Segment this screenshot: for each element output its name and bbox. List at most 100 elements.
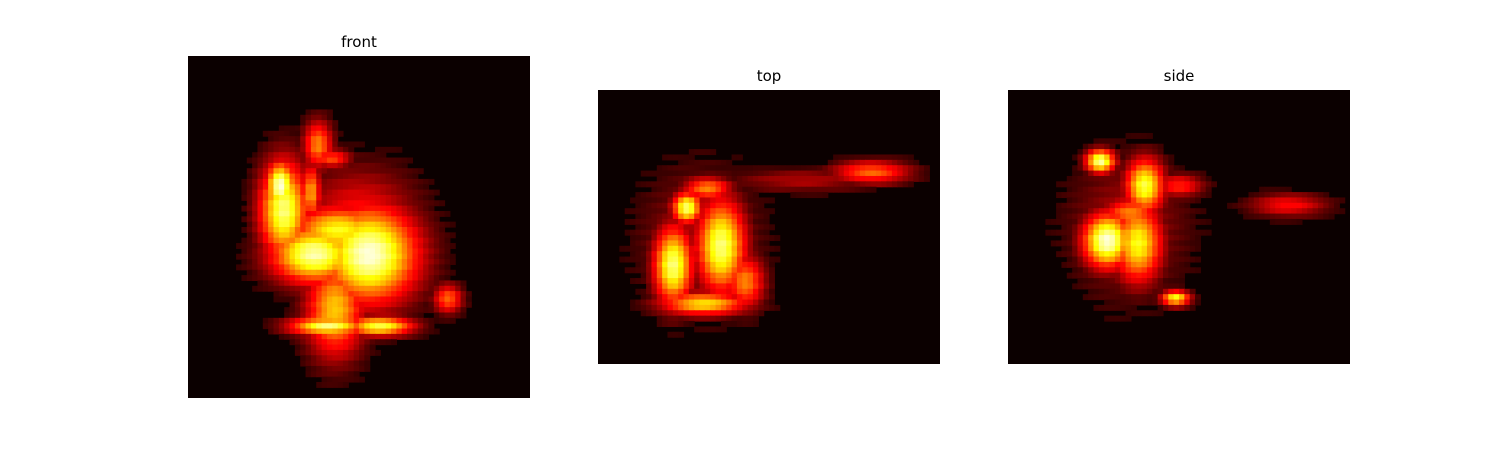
heatmap-cell [731, 283, 738, 290]
heatmap-cell [321, 355, 328, 362]
heatmap-cell [380, 232, 387, 239]
heatmap-cell [635, 304, 642, 311]
heatmap-cell [407, 264, 414, 271]
heatmap-cell [870, 186, 877, 193]
heatmap-cell [337, 269, 344, 276]
heatmap-cell [273, 173, 280, 180]
heatmap-cell [300, 307, 307, 314]
heatmap-cell [886, 181, 893, 188]
heatmap-cell [417, 221, 424, 228]
heatmap-cell [337, 194, 344, 201]
heatmap-cell [1157, 267, 1164, 274]
heatmap-cell [651, 218, 658, 225]
heatmap-cell [672, 213, 679, 220]
heatmap-cell [332, 355, 339, 362]
heatmap-cell [1082, 261, 1089, 268]
heatmap-cell [907, 154, 914, 161]
heatmap-cell [704, 170, 711, 177]
heatmap-cell [423, 253, 430, 260]
heatmap-cell [1162, 256, 1169, 263]
heatmap-cell [1157, 165, 1164, 172]
heatmap-cell [1056, 240, 1063, 247]
heatmap-cell [752, 175, 759, 182]
heatmap-cell [316, 307, 323, 314]
heatmap-cell [1136, 154, 1143, 161]
heatmap-cell [758, 213, 765, 220]
heatmap-cell [742, 267, 749, 274]
heatmap-cell [758, 299, 765, 306]
heatmap-cell [273, 296, 280, 303]
heatmap-cell [348, 365, 355, 372]
heatmap-cell [688, 202, 695, 209]
heatmap-cell [348, 285, 355, 292]
heatmap-cell [262, 280, 269, 287]
heatmap-cell [1098, 149, 1105, 156]
heatmap-cell [369, 205, 376, 212]
heatmap-cell [359, 216, 365, 223]
heatmap-cell [1066, 240, 1073, 247]
heatmap-cell [268, 200, 275, 207]
heatmap-cell [391, 194, 397, 201]
heatmap-cell [305, 285, 312, 292]
heatmap-cell [672, 229, 679, 236]
heatmap-cell [246, 210, 253, 217]
heatmap-cell [391, 173, 397, 180]
heatmap-cell [1157, 186, 1164, 193]
heatmap-cell [1253, 213, 1260, 220]
heatmap-cell [391, 285, 397, 292]
heatmap-cell [758, 170, 765, 177]
heatmap-cell [1168, 272, 1175, 279]
heatmap-cell [326, 189, 333, 196]
heatmap-cell [332, 296, 339, 303]
heatmap-cell [289, 205, 296, 212]
heatmap-cell [1093, 138, 1100, 145]
heatmap-cell [720, 240, 727, 247]
heatmap-cell [1093, 283, 1100, 290]
heatmap-cell [337, 317, 344, 324]
heatmap-cell [326, 275, 333, 282]
heatmap-cell [630, 218, 636, 225]
heatmap-cell [396, 227, 403, 233]
heatmap-cell [396, 259, 403, 265]
heatmap-cell [672, 240, 679, 247]
heatmap-cell [278, 317, 285, 324]
heatmap-cell [353, 317, 360, 324]
heatmap-cell [1237, 208, 1244, 215]
heatmap-cell [465, 291, 472, 298]
heatmap-cell [252, 162, 259, 169]
heatmap-cell [289, 248, 296, 255]
heatmap-cell [348, 227, 355, 233]
heatmap-cell [1136, 251, 1143, 258]
heatmap-cell [731, 154, 738, 161]
heatmap-cell [332, 280, 339, 287]
heatmap-cell [758, 181, 765, 188]
heatmap-cell [1077, 202, 1084, 209]
heatmap-cell [401, 269, 408, 276]
heatmap-cell [1109, 261, 1116, 268]
heatmap-cell [380, 178, 387, 185]
heatmap-cell [1157, 304, 1164, 311]
heatmap-cell [332, 301, 339, 308]
heatmap-cell [353, 157, 360, 164]
heatmap-cell [811, 170, 818, 177]
heatmap-cell [326, 114, 333, 121]
heatmap-cell [704, 272, 711, 279]
heatmap-cell [1189, 181, 1196, 188]
heatmap-cell [790, 186, 797, 193]
heatmap-cell [1104, 256, 1111, 263]
heatmap-cell [289, 301, 296, 308]
heatmap-cell [1109, 186, 1116, 193]
heatmap-cell [1072, 154, 1079, 161]
heatmap-cell [310, 130, 317, 137]
heatmap-cell [252, 275, 259, 282]
heatmap-cell [417, 280, 424, 287]
heatmap-cell [667, 181, 674, 188]
heatmap-cell [289, 194, 296, 201]
heatmap-cell [273, 200, 280, 207]
heatmap-cell [763, 218, 770, 225]
heatmap-cell [731, 261, 738, 268]
heatmap-cell [326, 178, 333, 185]
heatmap-cell [736, 267, 743, 274]
heatmap-cell [417, 205, 424, 212]
heatmap-cell [316, 243, 323, 249]
